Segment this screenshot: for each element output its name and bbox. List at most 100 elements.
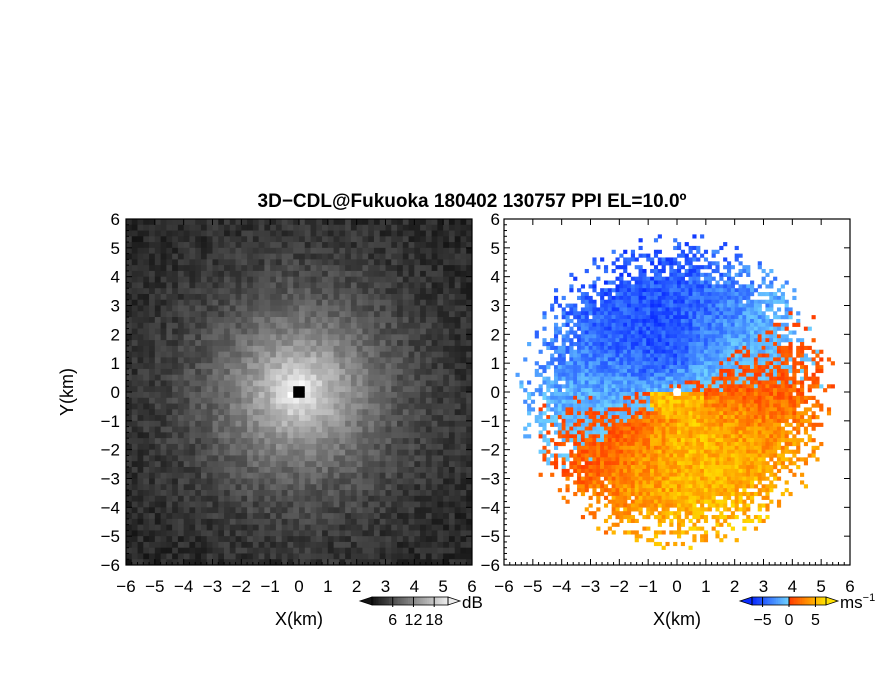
snr-cell: [224, 490, 231, 497]
snr-cell: [143, 282, 150, 289]
snr-cell: [414, 403, 421, 410]
snr-cell: [443, 230, 450, 237]
velocity-cell: [584, 415, 589, 420]
velocity-cell: [584, 426, 589, 431]
snr-cell: [160, 541, 167, 549]
snr-cell: [218, 392, 225, 399]
velocity-cell: [615, 349, 620, 354]
snr-cell: [241, 392, 248, 399]
snr-cell: [293, 507, 300, 514]
velocity-cell: [569, 380, 574, 385]
snr-cell: [287, 351, 294, 358]
velocity-cell: [627, 338, 632, 343]
snr-cell: [304, 409, 311, 416]
snr-cell: [177, 426, 185, 433]
snr-cell: [322, 236, 329, 243]
snr-cell: [293, 265, 300, 272]
velocity-cell: [596, 472, 601, 477]
velocity-cell: [600, 399, 605, 404]
snr-cell: [212, 317, 219, 324]
snr-cell: [322, 265, 329, 272]
snr-cell: [166, 438, 173, 445]
snr-cell: [466, 340, 473, 347]
velocity-cell: [561, 376, 566, 381]
snr-cell: [339, 472, 346, 479]
snr-cell: [137, 340, 144, 347]
snr-cell: [466, 253, 473, 260]
snr-cell: [172, 345, 179, 353]
velocity-cell: [588, 368, 593, 374]
snr-cell: [275, 340, 283, 347]
snr-cell: [224, 368, 231, 376]
snr-cell: [235, 340, 242, 347]
snr-cell: [183, 472, 190, 479]
snr-cell: [316, 386, 323, 393]
snr-cell: [431, 386, 438, 393]
snr-cell: [224, 230, 231, 237]
snr-cell: [218, 253, 225, 260]
snr-cell: [270, 219, 277, 226]
velocity-cell: [619, 403, 624, 408]
snr-cell: [218, 501, 225, 508]
snr-cell: [166, 472, 173, 479]
snr-cell: [287, 340, 294, 347]
velocity-cell: [569, 357, 574, 362]
snr-cell: [379, 507, 386, 514]
snr-cell: [183, 253, 190, 260]
velocity-cell: [627, 303, 632, 308]
snr-cell: [252, 328, 260, 335]
snr-cell: [137, 357, 144, 364]
snr-cell: [206, 311, 213, 318]
snr-cell: [287, 403, 294, 410]
snr-cell: [316, 305, 323, 312]
snr-cell: [154, 559, 161, 566]
snr-cell: [385, 472, 392, 479]
snr-cell: [316, 380, 323, 387]
snr-cell: [252, 559, 260, 566]
velocity-cell: [623, 311, 628, 316]
snr-cell: [195, 501, 202, 508]
velocity-cell: [584, 372, 589, 377]
velocity-cell: [573, 399, 578, 404]
snr-cell: [345, 403, 352, 410]
snr-cell: [200, 282, 208, 289]
velocity-cell: [607, 392, 612, 397]
snr-cell: [425, 265, 433, 272]
snr-cell: [327, 553, 334, 560]
snr-cell: [241, 224, 248, 231]
snr-cell: [448, 443, 456, 451]
snr-cell: [448, 219, 456, 226]
snr-cell: [252, 547, 260, 554]
snr-cell: [143, 345, 150, 353]
snr-cell: [304, 224, 311, 231]
snr-y-tick-label: −6: [101, 556, 120, 575]
snr-cell: [304, 547, 311, 554]
snr-cell: [368, 386, 375, 393]
snr-cell: [293, 230, 300, 237]
snr-cell: [316, 247, 323, 254]
snr-cell: [310, 317, 317, 324]
snr-cell: [316, 501, 323, 508]
snr-cell: [224, 288, 231, 295]
snr-cell: [368, 242, 375, 249]
snr-cell: [224, 397, 231, 404]
snr-cell: [333, 363, 340, 370]
velocity-cell: [553, 349, 559, 354]
snr-cell: [373, 288, 381, 295]
velocity-cell: [584, 338, 589, 343]
snr-cell: [143, 415, 150, 422]
velocity-cell: [588, 395, 593, 400]
snr-cell: [304, 317, 311, 324]
snr-cell: [177, 559, 185, 566]
snr-cell: [299, 495, 306, 502]
snr-cell: [333, 305, 340, 312]
snr-cell: [345, 536, 352, 543]
snr-cell: [402, 282, 409, 289]
snr-cell: [373, 276, 381, 283]
velocity-cell: [596, 438, 601, 443]
velocity-cell: [573, 361, 578, 366]
snr-cell: [333, 340, 340, 347]
snr-cell: [264, 443, 271, 451]
velocity-cell: [619, 472, 624, 477]
snr-cell: [183, 293, 190, 301]
